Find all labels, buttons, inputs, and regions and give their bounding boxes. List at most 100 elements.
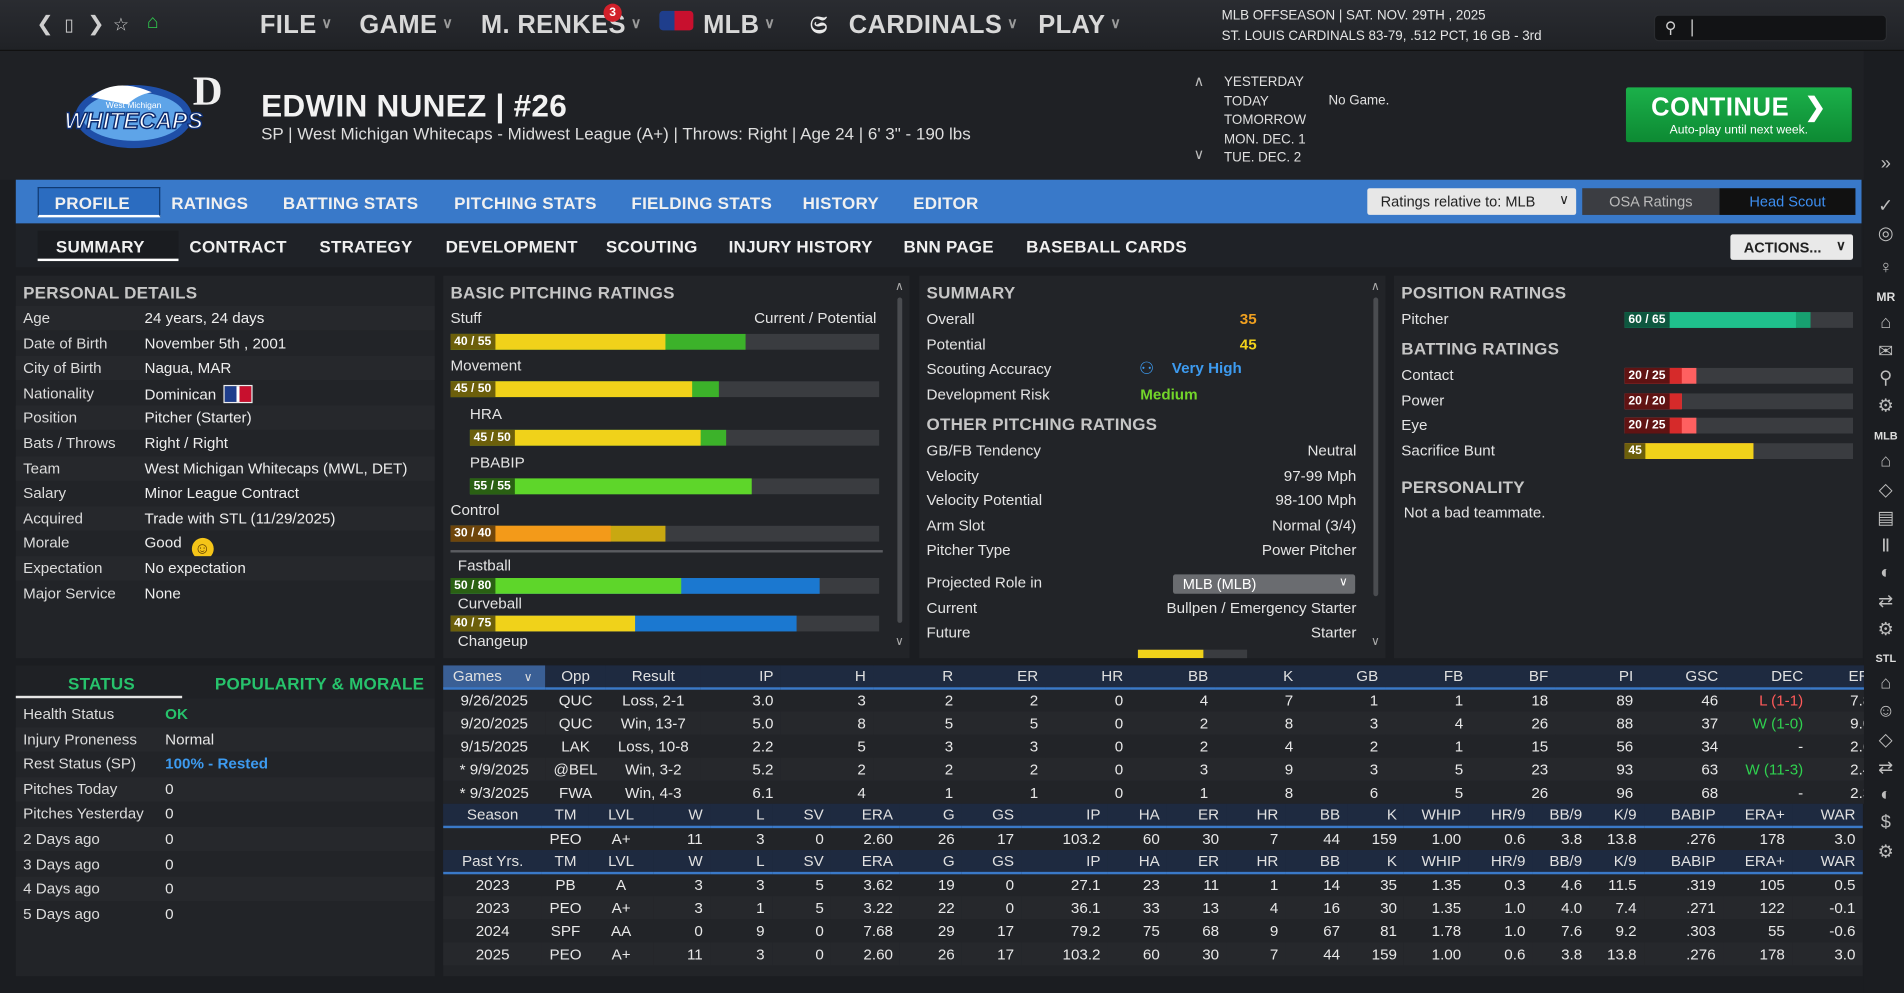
column-header[interactable]: HR xyxy=(1226,804,1285,827)
column-header[interactable]: BB/9 xyxy=(1533,850,1590,873)
column-header[interactable]: HR xyxy=(1226,850,1285,873)
people-icon[interactable]: ☺ xyxy=(1870,701,1902,722)
star-icon[interactable]: ☆ xyxy=(113,13,129,35)
diamond-icon[interactable]: ◇ xyxy=(1870,478,1902,500)
check-icon[interactable]: ✓ xyxy=(1870,194,1902,216)
column-header[interactable]: TM xyxy=(542,850,589,873)
column-header[interactable]: PI xyxy=(1556,665,1641,688)
scrollbar[interactable] xyxy=(897,298,902,623)
scroll-down-icon[interactable]: ∨ xyxy=(1371,635,1380,648)
column-header[interactable]: HR/9 xyxy=(1468,804,1532,827)
column-header[interactable]: W xyxy=(653,804,710,827)
chevron-up-icon[interactable]: ∧ xyxy=(1194,73,1205,90)
column-header[interactable]: ER xyxy=(961,665,1046,688)
column-header[interactable]: K xyxy=(1347,804,1404,827)
forward-icon[interactable]: ❯ xyxy=(87,12,104,36)
day-yesterday[interactable]: YESTERDAY xyxy=(1224,74,1306,93)
continue-button[interactable]: CONTINUE ❯ Auto-play until next week. xyxy=(1626,87,1852,142)
column-header[interactable]: HR/9 xyxy=(1468,850,1532,873)
head-scout-button[interactable]: Head Scout xyxy=(1719,188,1855,215)
column-header[interactable]: TM xyxy=(542,804,589,827)
column-header[interactable]: GS xyxy=(962,804,1021,827)
home-outline-icon[interactable]: ⌂ xyxy=(1870,312,1902,333)
column-header[interactable]: IP xyxy=(701,665,781,688)
tab-fielding-stats[interactable]: FIELDING STATS xyxy=(631,193,772,212)
day-today[interactable]: TODAY xyxy=(1224,93,1306,112)
tab-status[interactable]: STATUS xyxy=(68,674,135,693)
diamond-icon[interactable]: ◇ xyxy=(1870,729,1902,751)
menu-play[interactable]: PLAY ∨ xyxy=(1038,11,1121,40)
column-header[interactable]: GB xyxy=(1301,665,1386,688)
window-icon[interactable]: ▯ xyxy=(64,15,73,36)
transfer-icon[interactable]: ⇄ xyxy=(1870,590,1902,612)
table-row[interactable]: 2023 PEO A+ 3 1 5 3.22 22 0 36.1 33 13 4 16 30 1.35 1.0 4… xyxy=(443,896,1863,919)
tab-batting-stats[interactable]: BATTING STATS xyxy=(283,193,418,212)
home-outline-icon[interactable]: ⌂ xyxy=(1870,451,1902,472)
collapse-icon[interactable]: » xyxy=(1870,153,1902,174)
tab-scouting[interactable]: SCOUTING xyxy=(606,237,698,256)
column-header[interactable]: L xyxy=(710,850,772,873)
column-header[interactable]: ER xyxy=(1167,804,1226,827)
gear-icon[interactable]: ⚙ xyxy=(1870,840,1902,862)
column-header[interactable]: K/9 xyxy=(1590,804,1644,827)
ratings-relative-select[interactable]: Ratings relative to: MLB ∨ xyxy=(1367,188,1576,215)
dollar-icon[interactable]: $ xyxy=(1870,812,1902,833)
column-header[interactable]: ERA xyxy=(831,804,900,827)
column-header[interactable]: BB/9 xyxy=(1533,804,1590,827)
column-header[interactable]: G xyxy=(900,850,962,873)
tab-profile[interactable]: PROFILE xyxy=(55,193,130,212)
tab-strategy[interactable]: STRATEGY xyxy=(319,237,412,256)
back-icon[interactable]: ❮ xyxy=(36,12,53,36)
column-header[interactable]: SV xyxy=(772,804,831,827)
bulb-icon[interactable]: ♀ xyxy=(1870,257,1902,278)
column-header[interactable]: LVL xyxy=(589,850,653,873)
menu-cardinals[interactable]: 𝔖 CARDINALS ∨ xyxy=(810,11,1018,40)
scroll-up-icon[interactable]: ∧ xyxy=(1371,281,1380,294)
column-header[interactable]: GSC xyxy=(1641,665,1726,688)
day-tomorrow[interactable]: TOMORROW xyxy=(1224,112,1306,131)
tab-contract[interactable]: CONTRACT xyxy=(189,237,286,256)
baseball-icon[interactable]: ◐ xyxy=(1870,562,1902,583)
table-row[interactable]: * 9/9/2025 @BEL Win, 3-2 5.2 2 2 2 0 3 9 3 5 23 93 63 W… xyxy=(443,758,1887,781)
column-header[interactable]: K xyxy=(1216,665,1301,688)
search-input[interactable]: ⚲ xyxy=(1654,15,1887,42)
column-header[interactable]: W xyxy=(653,850,710,873)
column-header[interactable]: WAR xyxy=(1792,804,1863,827)
column-header[interactable]: SV xyxy=(772,850,831,873)
home-outline-icon[interactable]: ⌂ xyxy=(1870,673,1902,694)
column-header[interactable]: K xyxy=(1347,850,1404,873)
column-header[interactable]: DEC xyxy=(1726,665,1811,688)
column-header[interactable]: HA xyxy=(1108,850,1167,873)
tab-history[interactable]: HISTORY xyxy=(803,193,879,212)
column-header[interactable]: K/9 xyxy=(1590,850,1644,873)
home-icon[interactable]: ⌂ xyxy=(147,12,159,34)
column-header[interactable]: BABIP xyxy=(1644,850,1723,873)
tab-development[interactable]: DEVELOPMENT xyxy=(446,237,578,256)
table-row[interactable]: 9/26/2025 QUC Loss, 2-1 3.0 3 2 2 0 4 7 1 1 18 89 46 L … xyxy=(443,689,1887,712)
column-header[interactable]: BB xyxy=(1286,850,1348,873)
table-row[interactable]: 2025 PEO A+ 11 3 0 2.60 26 17 103.2 60 30 7 44 159 1.00… xyxy=(443,942,1863,965)
card-icon[interactable]: ▤ xyxy=(1870,506,1902,528)
search-icon[interactable]: ⚲ xyxy=(1870,367,1902,389)
gear-icon[interactable]: ⚙ xyxy=(1870,618,1902,640)
table-row[interactable]: 9/15/2025 LAK Loss, 10-8 2.2 5 3 3 0 2 4 2 1 15 56 34 -… xyxy=(443,735,1887,758)
column-header[interactable]: IP xyxy=(1021,850,1107,873)
column-header[interactable]: Result xyxy=(606,665,701,688)
table-row[interactable]: PEO A+ 11 3 0 2.60 26 17 103.2 60 30 7 44 159 1.00 0.6 3… xyxy=(443,827,1863,850)
column-header[interactable]: ERA+ xyxy=(1723,804,1792,827)
column-header[interactable]: BB xyxy=(1286,804,1348,827)
globe-icon[interactable]: ◎ xyxy=(1870,222,1902,244)
column-header[interactable]: HA xyxy=(1108,804,1167,827)
tab-pitching-stats[interactable]: PITCHING STATS xyxy=(454,193,597,212)
mail-icon[interactable]: ✉ xyxy=(1870,340,1902,362)
column-header[interactable]: H xyxy=(781,665,873,688)
column-header[interactable]: IP xyxy=(1021,804,1107,827)
column-header[interactable]: WAR xyxy=(1792,850,1863,873)
column-header[interactable]: HR xyxy=(1046,665,1131,688)
tab-ratings[interactable]: RATINGS xyxy=(171,193,248,212)
table-row[interactable]: 9/20/2025 QUC Win, 13-7 5.0 8 5 5 0 2 8 3 4 26 88 37 W … xyxy=(443,712,1887,735)
column-header[interactable]: BB xyxy=(1131,665,1216,688)
gear-icon[interactable]: ⚙ xyxy=(1870,395,1902,417)
column-header[interactable]: BF xyxy=(1471,665,1556,688)
column-header[interactable]: Season xyxy=(443,804,542,827)
